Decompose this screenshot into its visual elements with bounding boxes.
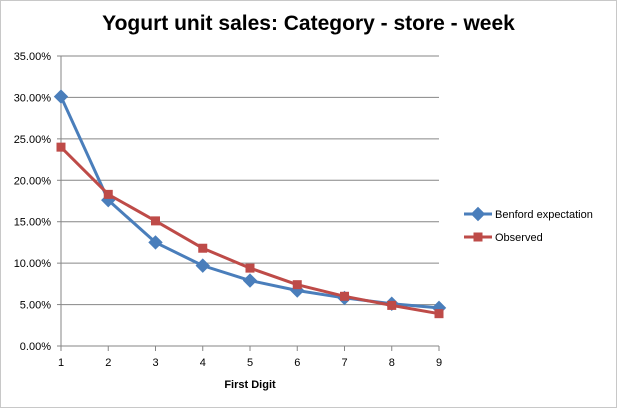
y-tick-label: 15.00% (14, 217, 52, 229)
series-2-point (245, 263, 255, 273)
y-tick-label: 30.00% (14, 92, 52, 104)
series-2-point (292, 280, 302, 290)
series-2-point (56, 142, 66, 152)
series-1-point (242, 273, 258, 288)
x-tick-label: 9 (436, 357, 442, 369)
series-2-point (340, 291, 349, 301)
y-tick-label: 20.00% (14, 175, 52, 187)
y-tick-label: 35.00% (14, 51, 52, 63)
y-tick-label: 0.00% (20, 341, 51, 353)
series-2-point (434, 309, 444, 319)
y-tick-label: 10.00% (14, 258, 52, 270)
legend-label: Observed (495, 232, 543, 244)
y-tick-label: 5.00% (20, 300, 51, 312)
series-2-point (198, 243, 208, 253)
x-tick-label: 2 (105, 357, 111, 369)
legend: Benford expectation Observed (464, 206, 593, 244)
series-2-point (151, 216, 160, 226)
x-tick-label: 8 (389, 357, 395, 369)
legend-marker (470, 206, 486, 222)
series-layer (53, 89, 447, 319)
x-tick-label: 6 (294, 357, 300, 369)
series-1-point (53, 89, 69, 104)
series-2-point (103, 189, 113, 199)
x-tick-label: 1 (58, 357, 64, 369)
axes: 0.00% 5.00% 10.00% 15.00% 20.00% 25.00% 30.00%… (14, 51, 442, 369)
x-tick-label: 4 (200, 357, 206, 369)
x-tick-label: 7 (341, 357, 347, 369)
legend-marker (473, 232, 483, 242)
series-2-point (387, 300, 397, 310)
series-line-2 (59, 146, 440, 316)
series-1-point (195, 258, 210, 273)
chart-title: Yogurt unit sales: Category - store - we… (102, 12, 515, 35)
gridlines (61, 55, 439, 306)
x-tick-label: 5 (247, 357, 253, 369)
legend-label: Benford expectation (495, 209, 593, 221)
y-tick-label: 25.00% (14, 134, 52, 146)
x-tick-label: 3 (152, 357, 158, 369)
x-axis-title: First Digit (224, 379, 276, 391)
series-1-point (148, 235, 163, 250)
